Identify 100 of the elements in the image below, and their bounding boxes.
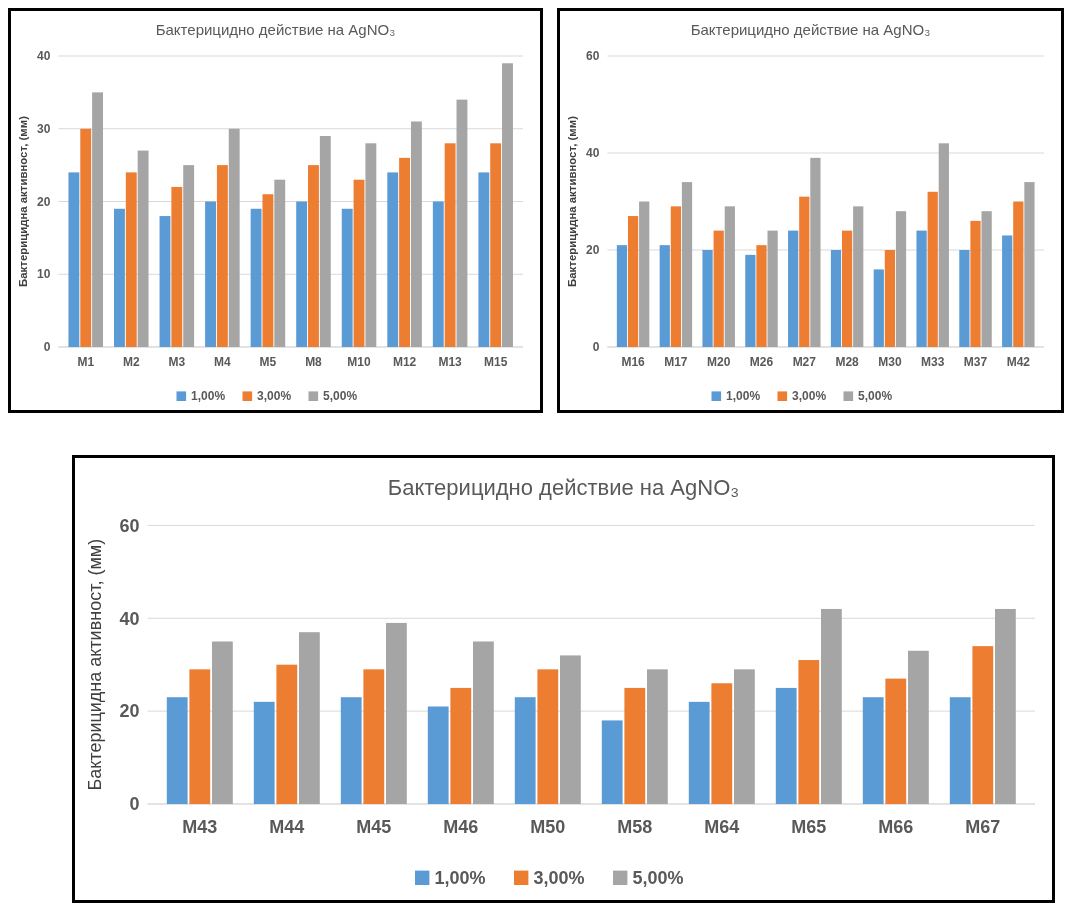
y-tick-label: 20 [37, 194, 51, 209]
chart-title: Бактерицидно действие на AgNO₃ [690, 21, 931, 38]
bar [970, 220, 981, 347]
bar [624, 687, 646, 804]
bar [502, 63, 513, 347]
bar [399, 157, 411, 347]
bar [659, 245, 670, 347]
x-tick-label: M37 [963, 355, 988, 370]
bar [873, 269, 884, 347]
bar [681, 182, 693, 347]
bar [647, 669, 668, 804]
legend-label: 1,00% [191, 389, 226, 404]
legend-label: 5,00% [323, 389, 358, 404]
y-tick-label: 30 [37, 121, 51, 136]
x-tick-label: M64 [704, 816, 740, 837]
bar [274, 179, 286, 347]
x-tick-label: M13 [438, 355, 463, 370]
y-axis-title: Бактерицидна активност, (мм) [566, 115, 579, 287]
x-tick-label: M66 [878, 816, 914, 837]
bar [853, 206, 864, 347]
bar [908, 650, 929, 804]
x-tick-label: M10 [347, 355, 372, 370]
x-tick-label: M12 [392, 355, 417, 370]
bar [702, 250, 713, 347]
bar [114, 208, 125, 347]
bar [514, 697, 536, 804]
x-tick-label: M28 [835, 355, 860, 370]
y-tick-label: 40 [37, 49, 51, 64]
bar [478, 172, 490, 347]
bar [386, 622, 407, 804]
bar [927, 191, 938, 347]
bar [713, 230, 724, 347]
bar [862, 697, 884, 804]
bar [456, 99, 468, 347]
x-tick-label: M26 [749, 355, 774, 370]
bar [68, 172, 80, 347]
x-tick-label: M15 [484, 355, 508, 370]
bar [734, 669, 755, 804]
bar [92, 92, 103, 347]
y-tick-label: 0 [592, 340, 600, 355]
x-tick-label: M67 [965, 816, 1001, 837]
bar [363, 669, 385, 804]
y-tick-label: 60 [586, 49, 600, 64]
x-tick-label: M46 [443, 816, 479, 837]
x-tick-label: M33 [921, 355, 945, 370]
x-tick-label: M42 [1006, 355, 1031, 370]
legend-label: 3,00% [257, 389, 292, 404]
bar [473, 641, 494, 804]
bar [560, 655, 581, 804]
bar [387, 172, 399, 347]
x-tick-label: M44 [269, 816, 305, 837]
bar [627, 216, 639, 347]
bar [916, 230, 927, 347]
bar [189, 669, 211, 804]
chart-title: Бактерицидно действие на AgNO₃ [387, 474, 740, 500]
bar [767, 230, 778, 347]
bar [250, 208, 262, 347]
y-tick-label: 0 [129, 794, 140, 815]
bar [788, 230, 799, 347]
x-tick-label: M65 [791, 816, 827, 837]
bar [745, 254, 756, 347]
bar [341, 208, 353, 347]
bar [895, 211, 907, 347]
legend-label: 5,00% [632, 868, 684, 889]
bar [884, 250, 896, 347]
bar [444, 143, 456, 347]
bar [137, 150, 149, 347]
x-tick-label: M50 [530, 816, 566, 837]
legend-label: 3,00% [792, 389, 827, 404]
bar [450, 687, 472, 804]
bar [125, 172, 137, 347]
bar [171, 186, 183, 347]
bar [1024, 182, 1035, 347]
bar [972, 646, 994, 804]
bar [262, 194, 274, 347]
bar [432, 201, 444, 347]
bar [308, 165, 319, 347]
x-tick-label: M8 [305, 355, 323, 370]
x-tick-label: M20 [707, 355, 731, 370]
bar [821, 608, 842, 804]
bar [616, 245, 628, 347]
x-tick-label: M2 [122, 355, 140, 370]
bar [799, 196, 810, 347]
x-tick-label: M1 [77, 355, 95, 370]
x-tick-label: M3 [168, 355, 186, 370]
bar [885, 678, 907, 804]
y-axis-title: Бактерицидна активност, (мм) [84, 538, 105, 791]
bar [1013, 201, 1024, 347]
bar [276, 664, 298, 804]
bar [80, 128, 92, 347]
bar [1002, 235, 1013, 347]
bar [639, 201, 650, 347]
x-tick-label: M30 [878, 355, 902, 370]
bar [959, 250, 970, 347]
y-tick-label: 20 [119, 701, 140, 722]
bar [166, 697, 188, 804]
bar [775, 687, 797, 804]
y-tick-label: 60 [119, 515, 140, 536]
y-tick-label: 40 [586, 146, 600, 161]
bar [319, 136, 331, 347]
